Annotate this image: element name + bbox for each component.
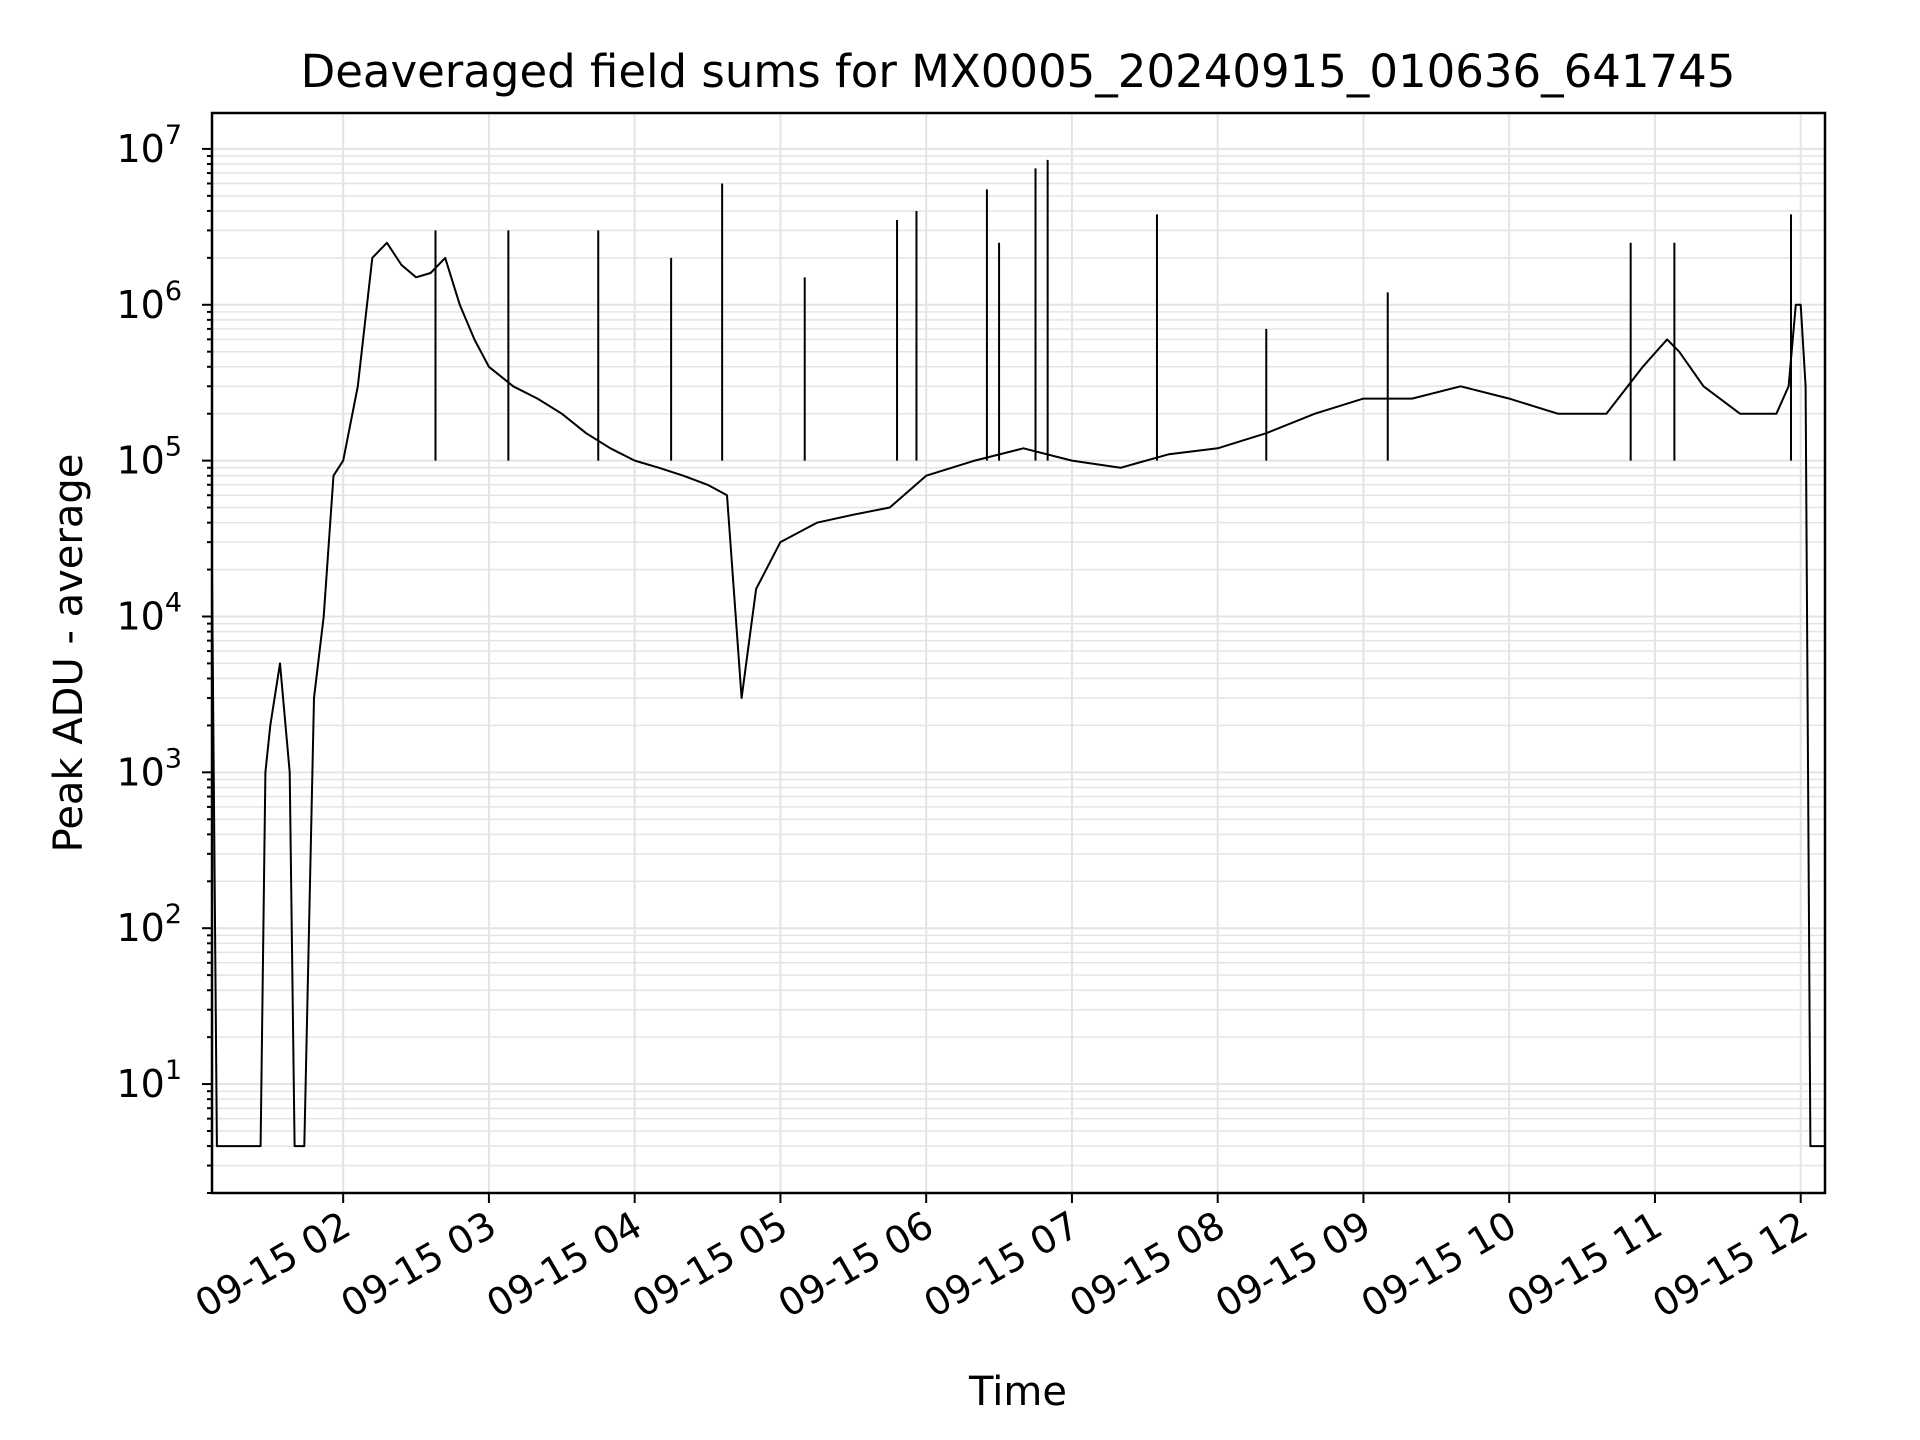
y-tick-label-exponent: 4 [165, 587, 182, 618]
axes-frame [210, 111, 1827, 1195]
series-line [211, 241, 1825, 1148]
y-tick-label: 104 [116, 587, 182, 638]
y-tick-label-exponent: 6 [165, 276, 182, 307]
y-tick-label: 102 [116, 899, 182, 950]
y-tick-label-exponent: 7 [165, 120, 182, 151]
y-tick-label: 107 [116, 120, 182, 171]
y-tick-label-exponent: 2 [165, 899, 182, 930]
y-tick-label-exponent: 3 [165, 743, 182, 774]
y-tick-label-exponent: 1 [165, 1055, 182, 1086]
y-tick-label-base: 10 [116, 127, 164, 171]
y-tick-label-base: 10 [116, 439, 164, 483]
y-tick-label: 105 [116, 432, 182, 483]
y-tick-label-base: 10 [116, 750, 164, 794]
grid [212, 113, 1825, 1194]
y-tick-label: 103 [116, 743, 182, 794]
chart-title: Deaveraged field sums for MX0005_2024091… [301, 45, 1736, 98]
y-tick-label-base: 10 [116, 906, 164, 950]
y-tick-label-base: 10 [116, 283, 164, 327]
plot-area [211, 159, 1825, 1148]
y-tick-label-exponent: 5 [165, 432, 182, 463]
y-axis-label: Peak ADU - average [46, 454, 92, 853]
y-tick-label: 101 [116, 1055, 182, 1106]
y-tick-label: 106 [116, 276, 182, 327]
y-tick-label-base: 10 [116, 1062, 164, 1106]
x-axis-label: Time [968, 1369, 1067, 1415]
y-tick-label-base: 10 [116, 594, 164, 638]
